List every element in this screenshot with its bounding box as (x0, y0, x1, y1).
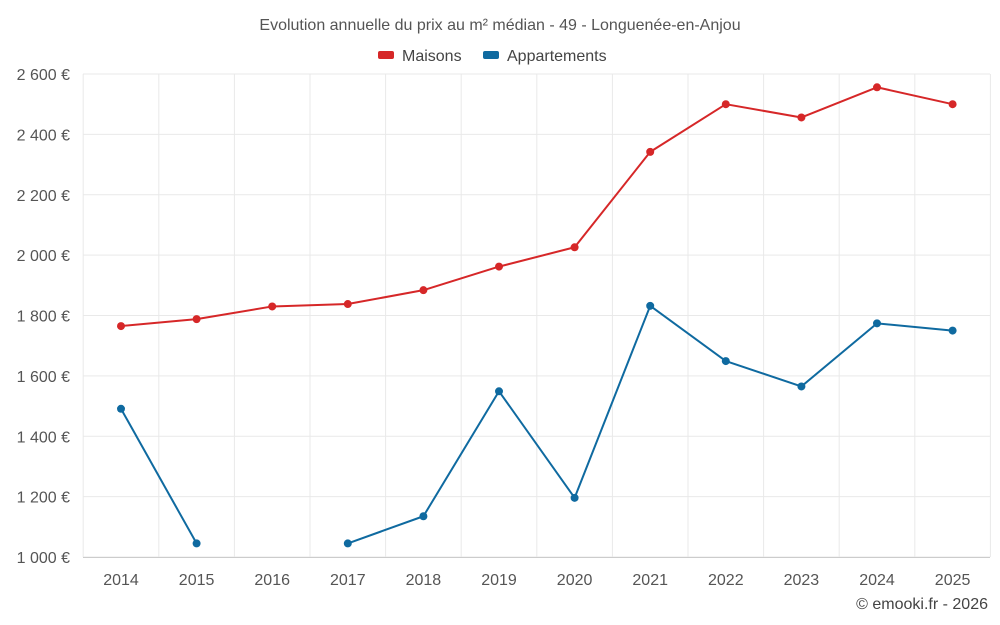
y-tick-label: 1 600 € (17, 369, 70, 386)
x-tick-label: 2025 (935, 572, 971, 589)
x-tick-label: 2022 (708, 572, 744, 589)
y-tick-label: 1 400 € (17, 429, 70, 446)
legend: Maisons Appartements (378, 48, 607, 65)
data-point-appartements[interactable] (117, 404, 125, 413)
y-tick-label: 2 400 € (17, 127, 70, 144)
data-point-maisons[interactable] (646, 147, 655, 156)
data-point-maisons[interactable] (797, 113, 806, 122)
grid (82, 73, 991, 558)
series-line-appartements (347, 304, 953, 545)
axes: 1 000 € 1 200 € 1 400 € 1 600 € 1 800 € 2 000… (17, 67, 990, 589)
data-point-maisons[interactable] (343, 300, 352, 309)
x-tick-label: 2024 (859, 572, 895, 589)
y-tick-label: 2 600 € (17, 67, 70, 84)
data-point-maisons[interactable] (721, 100, 730, 109)
data-point-maisons[interactable] (495, 262, 503, 271)
x-tick-label: 2017 (330, 572, 366, 589)
data-point-appartements[interactable] (570, 493, 579, 502)
data-point-maisons[interactable] (570, 243, 579, 252)
legend-item-appartements[interactable]: Appartements (483, 48, 607, 65)
series (117, 83, 957, 548)
y-tick-label: 2 200 € (17, 188, 70, 205)
x-tick-label: 2023 (784, 572, 820, 589)
data-point-maisons[interactable] (873, 83, 881, 92)
data-point-appartements[interactable] (646, 301, 655, 310)
chart-title: Evolution annuelle du prix au m² médian … (259, 17, 740, 34)
series-line-appartements (120, 408, 198, 544)
legend-swatch-appartements (483, 51, 499, 59)
data-point-appartements[interactable] (343, 539, 352, 548)
x-tick-label: 2015 (179, 572, 215, 589)
legend-label-maisons: Maisons (402, 48, 462, 65)
y-tick-label: 1 000 € (17, 550, 70, 567)
data-point-maisons[interactable] (419, 286, 428, 295)
data-point-appartements[interactable] (797, 382, 806, 391)
data-point-maisons[interactable] (117, 322, 125, 331)
x-tick-label: 2020 (557, 572, 593, 589)
data-point-appartements[interactable] (192, 539, 201, 548)
data-point-appartements[interactable] (495, 387, 503, 396)
series-appartements (117, 301, 957, 548)
x-tick-label: 2018 (406, 572, 442, 589)
x-tick-label: 2021 (632, 572, 668, 589)
y-tick-label: 2 000 € (17, 248, 70, 265)
data-point-appartements[interactable] (721, 357, 730, 366)
data-point-appartements[interactable] (419, 512, 428, 521)
credit-text: © emooki.fr - 2026 (856, 596, 988, 613)
data-point-appartements[interactable] (873, 319, 881, 328)
legend-swatch-maisons (378, 51, 394, 59)
x-tick-label: 2014 (103, 572, 139, 589)
legend-label-appartements: Appartements (507, 48, 607, 65)
y-tick-label: 1 200 € (17, 490, 70, 507)
data-point-maisons[interactable] (948, 100, 957, 109)
x-tick-label: 2016 (254, 572, 290, 589)
series-maisons (117, 83, 957, 331)
y-tick-label: 1 800 € (17, 309, 70, 326)
legend-item-maisons[interactable]: Maisons (378, 48, 462, 65)
data-point-appartements[interactable] (948, 326, 957, 335)
series-line-maisons (120, 86, 953, 328)
x-tick-label: 2019 (481, 572, 517, 589)
data-point-maisons[interactable] (268, 302, 277, 311)
data-point-maisons[interactable] (192, 315, 201, 324)
